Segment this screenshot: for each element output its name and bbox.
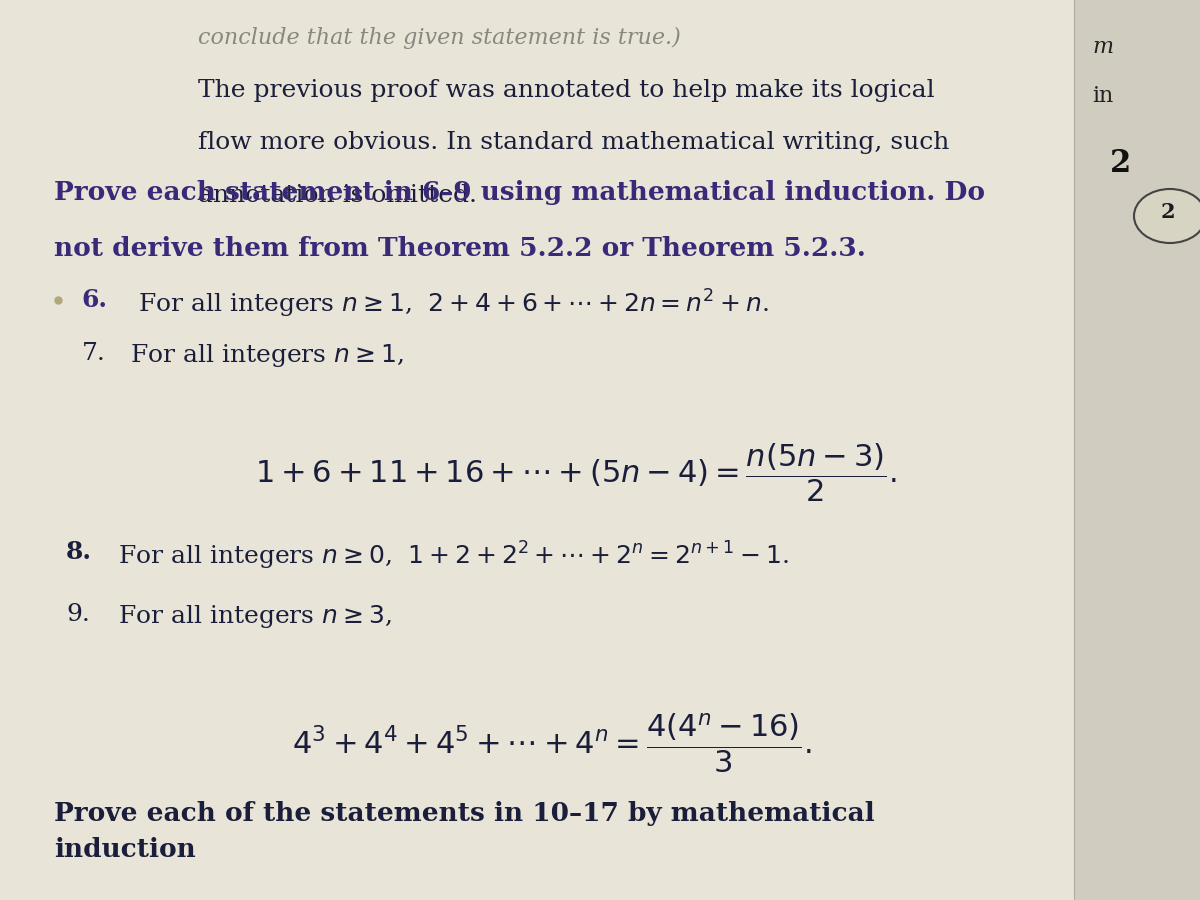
Text: flow more obvious. In standard mathematical writing, such: flow more obvious. In standard mathemati… [198,131,949,155]
Text: induction: induction [54,837,196,862]
Text: m: m [1092,36,1114,58]
Text: For all integers $n \geq 3$,: For all integers $n \geq 3$, [118,603,391,630]
Text: in: in [1092,86,1114,107]
Text: For all integers $n \geq 0$,  $1+2+2^2+\cdots+2^n = 2^{n+1}-1$.: For all integers $n \geq 0$, $1+2+2^2+\c… [118,540,788,572]
Text: 6.: 6. [82,288,108,312]
Bar [0,0,1074,900]
Text: For all integers $n \geq 1$,  $2+4+6+\cdots+2n = n^2+n$.: For all integers $n \geq 1$, $2+4+6+\cdo… [138,288,769,320]
Text: $4^3+4^4+4^5+\cdots+4^n = \dfrac{4(4^n-16)}{3}.$: $4^3+4^4+4^5+\cdots+4^n = \dfrac{4(4^n-1… [292,711,812,775]
Text: conclude that the given statement is true.): conclude that the given statement is tru… [198,27,680,50]
Text: Prove each statement in 6–9 using mathematical induction. Do: Prove each statement in 6–9 using mathem… [54,180,985,205]
Text: 2: 2 [1110,148,1132,179]
Text: The previous proof was annotated to help make its logical: The previous proof was annotated to help… [198,79,935,103]
Text: 9.: 9. [66,603,90,626]
Text: $1+6+11+16+\cdots+(5n-4) = \dfrac{n(5n-3)}{2}.$: $1+6+11+16+\cdots+(5n-4) = \dfrac{n(5n-3… [256,441,896,503]
Text: 2: 2 [1160,202,1175,221]
Text: 7.: 7. [82,342,106,365]
Text: not derive them from Theorem 5.2.2 or Theorem 5.2.3.: not derive them from Theorem 5.2.2 or Th… [54,236,866,261]
Text: 8.: 8. [66,540,92,564]
Text: For all integers $n \geq 1$,: For all integers $n \geq 1$, [130,342,403,369]
Circle shape [1134,189,1200,243]
Text: annotation is omitted.: annotation is omitted. [198,184,478,207]
Text: Prove each of the statements in 10–17 by mathematical: Prove each of the statements in 10–17 by… [54,801,875,826]
Bar [1074,0,1200,900]
